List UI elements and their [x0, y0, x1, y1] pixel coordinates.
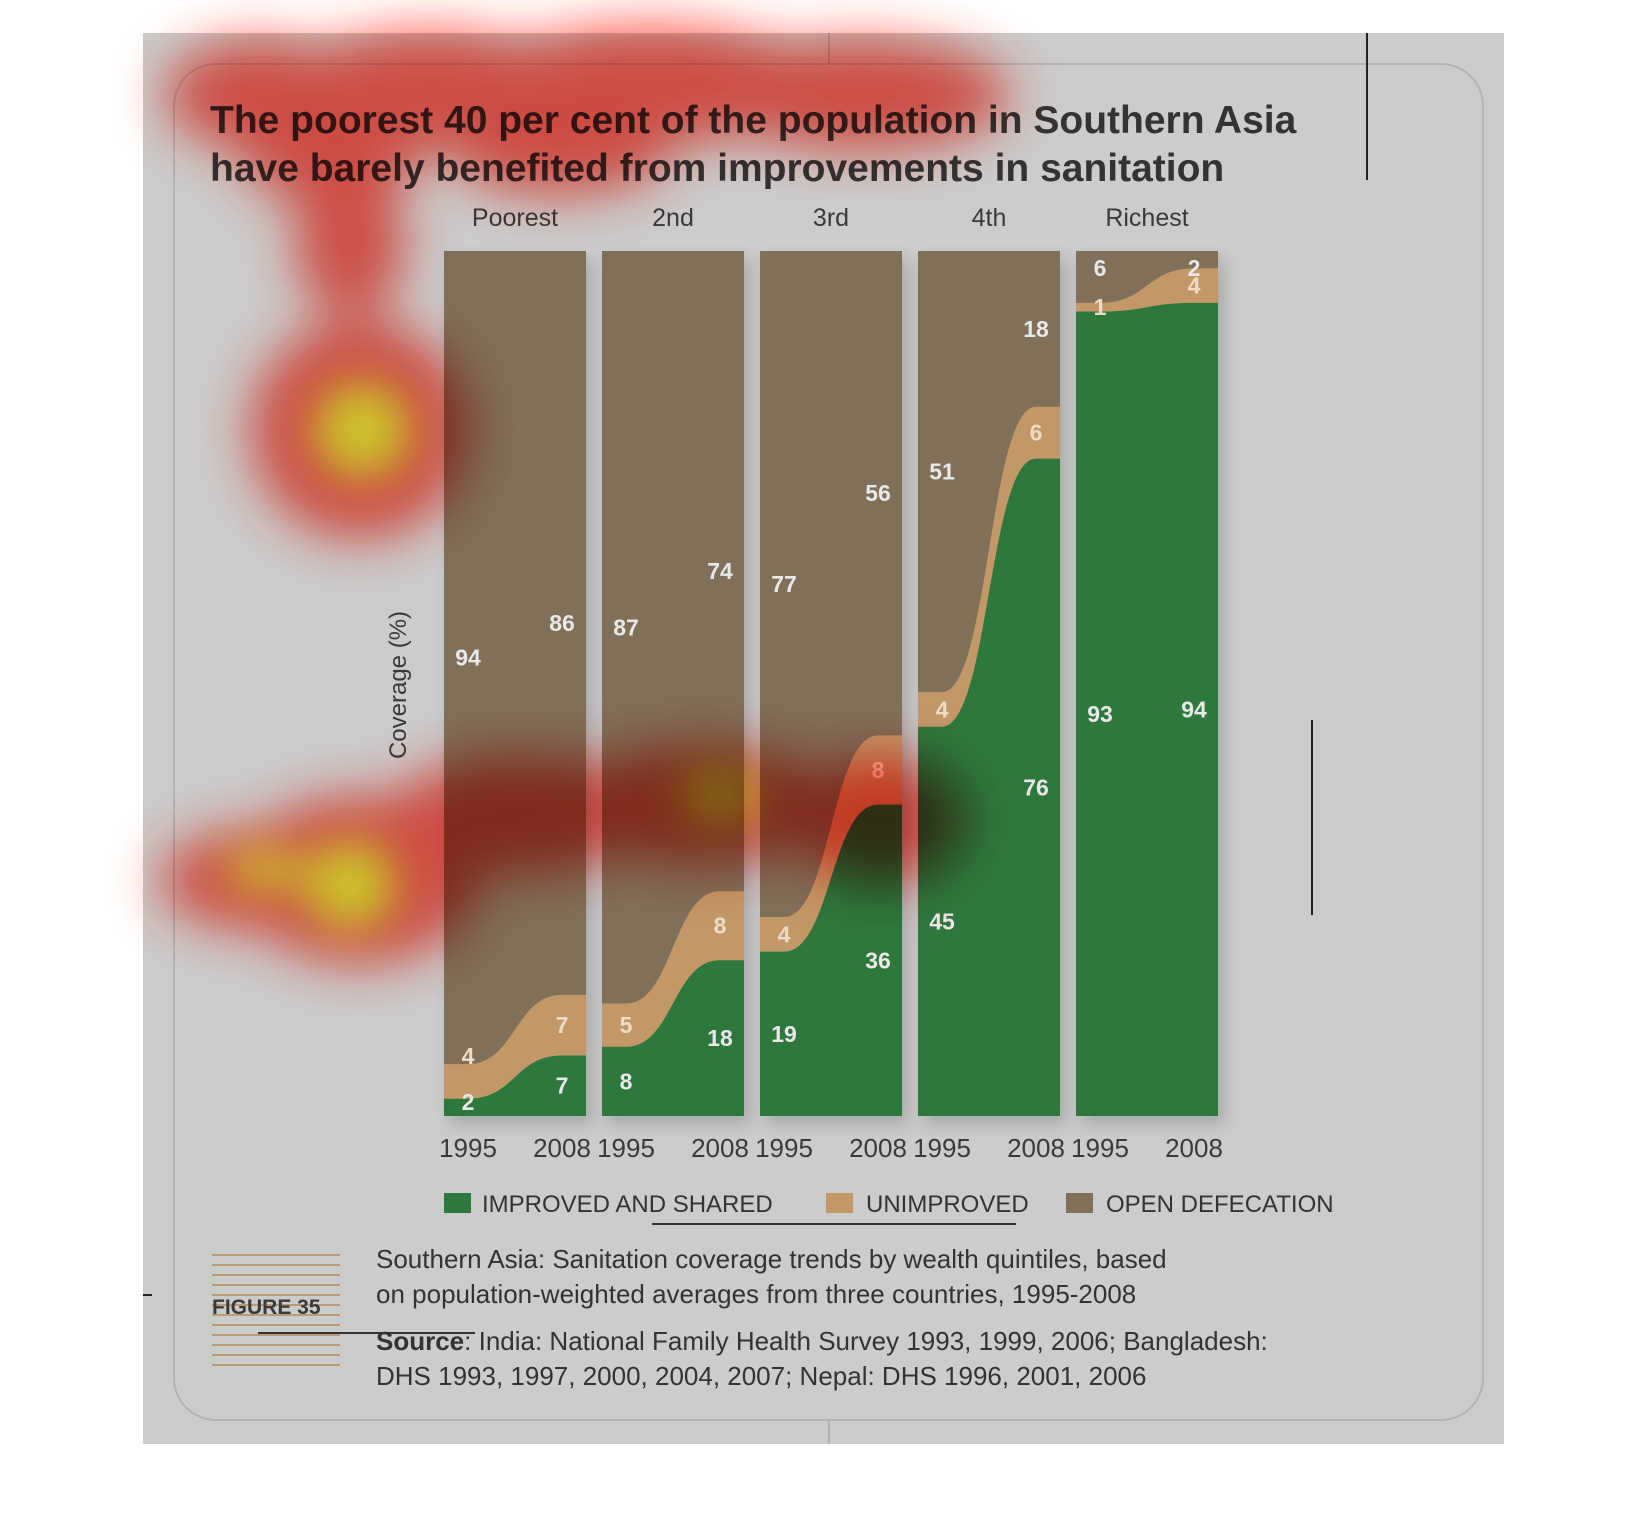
- area-improved: [918, 458, 1060, 1117]
- quintile-header-2nd: 2nd: [652, 204, 694, 232]
- area-improved: [444, 1055, 586, 1116]
- x-tick-label: 1995: [755, 1133, 813, 1163]
- heatmap-overlay: [160, 25, 1010, 965]
- data-label-improved: 76: [1023, 774, 1049, 800]
- figure-label-block: FIGURE 35: [212, 1254, 475, 1366]
- quintile-panel-2nd: 2nd 1995 2008 8 5 87 18 8 74: [597, 204, 750, 1163]
- figure-label: FIGURE 35: [212, 1296, 321, 1319]
- quintile-panel-4th: 4th 1995 2008 45 4 51 76 6 18: [913, 204, 1066, 1163]
- data-label-unimproved: 4: [1188, 273, 1201, 299]
- heat-blob: [295, 175, 405, 315]
- data-label-open-defecation: 6: [1094, 255, 1107, 281]
- data-label-open-defecation: 2: [1188, 255, 1201, 281]
- x-tick-label: 2008: [691, 1133, 749, 1163]
- figure-decorative-lines: [212, 1254, 340, 1366]
- data-label-open-defecation: 87: [613, 614, 639, 640]
- legend-label-improved: IMPROVED AND SHARED: [482, 1191, 773, 1218]
- x-tick-label: 2008: [533, 1133, 591, 1163]
- x-tick-label: 1995: [439, 1133, 497, 1163]
- data-label-open-defecation: 56: [865, 480, 891, 506]
- area-open-defecation: [444, 251, 586, 1116]
- quintile-panel-poorest: Poorest 1995 2008 2 4 94 7 7 86: [439, 204, 592, 1163]
- data-label-open-defecation: 77: [771, 571, 797, 597]
- data-label-improved: 2: [462, 1089, 475, 1115]
- x-tick-label: 1995: [913, 1133, 971, 1163]
- heat-blob: [240, 95, 420, 205]
- data-label-unimproved: 4: [936, 696, 949, 722]
- quintile-header-3rd: 3rd: [813, 204, 849, 232]
- quintile-header-4th: 4th: [972, 204, 1007, 232]
- heat-core-blob: [314, 382, 410, 478]
- heat-blob: [795, 755, 965, 885]
- area-improved: [602, 960, 744, 1116]
- caption-source-label: Source: [376, 1326, 464, 1356]
- heat-core: [225, 382, 760, 930]
- area-improved: [1076, 302, 1218, 1116]
- legend-swatch-open-defecation: [1066, 1193, 1093, 1213]
- data-label-unimproved: 6: [1030, 420, 1043, 446]
- legend-swatch-improved: [444, 1193, 471, 1213]
- data-label-open-defecation: 74: [707, 558, 733, 584]
- data-label-improved: 93: [1087, 701, 1113, 727]
- quintile-panel-richest: Richest 1995 2008 93 1 6 94 42: [1071, 204, 1224, 1163]
- data-label-improved: 8: [620, 1068, 633, 1094]
- data-label-open-defecation: 18: [1023, 316, 1049, 342]
- heat-core-blob: [225, 850, 305, 890]
- legend-swatch-unimproved: [826, 1193, 853, 1213]
- x-tick-label: 2008: [1007, 1133, 1065, 1163]
- quintile-header-richest: Richest: [1105, 204, 1188, 232]
- data-label-improved: 94: [1181, 696, 1207, 722]
- data-label-unimproved: 8: [714, 913, 727, 939]
- legend: IMPROVED AND SHARED UNIMPROVED OPEN DEFE…: [444, 1191, 1334, 1225]
- caption-source-text: : India: National Family Health Survey 1…: [464, 1326, 1268, 1356]
- data-label-improved: 19: [771, 1021, 797, 1047]
- quintile-panel-3rd: 3rd199520081947736856: [755, 204, 908, 1163]
- x-tick-label: 1995: [1071, 1133, 1129, 1163]
- y-axis-label: Coverage (%): [385, 611, 412, 759]
- x-tick-label: 2008: [849, 1133, 907, 1163]
- data-label-improved: 7: [556, 1073, 569, 1099]
- heat-core-blob: [305, 840, 395, 930]
- data-label-open-defecation: 86: [549, 610, 575, 636]
- data-label-unimproved: 5: [620, 1012, 633, 1038]
- data-label-improved: 45: [929, 908, 955, 934]
- data-label-open-defecation: 94: [455, 645, 481, 671]
- x-tick-label: 2008: [1165, 1133, 1223, 1163]
- data-label-unimproved: 7: [556, 1012, 569, 1038]
- data-label-improved: 18: [707, 1025, 733, 1051]
- quintile-header-poorest: Poorest: [472, 204, 558, 232]
- heat-core-blob: [680, 767, 760, 823]
- data-label-unimproved: 4: [462, 1043, 475, 1069]
- heat-blob: [710, 40, 1010, 150]
- legend-label-open-defecation: OPEN DEFECATION: [1106, 1191, 1334, 1218]
- caption-source-line2: DHS 1993, 1997, 2000, 2004, 2007; Nepal:…: [376, 1361, 1146, 1391]
- legend-label-unimproved: UNIMPROVED: [866, 1191, 1029, 1218]
- heat-blob: [450, 105, 670, 195]
- caption-line1: Southern Asia: Sanitation coverage trend…: [376, 1244, 1167, 1274]
- caption-line2: on population-weighted averages from thr…: [376, 1279, 1136, 1309]
- data-label-unimproved: 1: [1094, 294, 1107, 320]
- caption-source-line1: Source: India: National Family Health Su…: [376, 1326, 1268, 1356]
- x-tick-label: 1995: [597, 1133, 655, 1163]
- data-label-improved: 36: [865, 947, 891, 973]
- data-label-unimproved: 4: [778, 921, 791, 947]
- data-label-open-defecation: 51: [929, 459, 955, 485]
